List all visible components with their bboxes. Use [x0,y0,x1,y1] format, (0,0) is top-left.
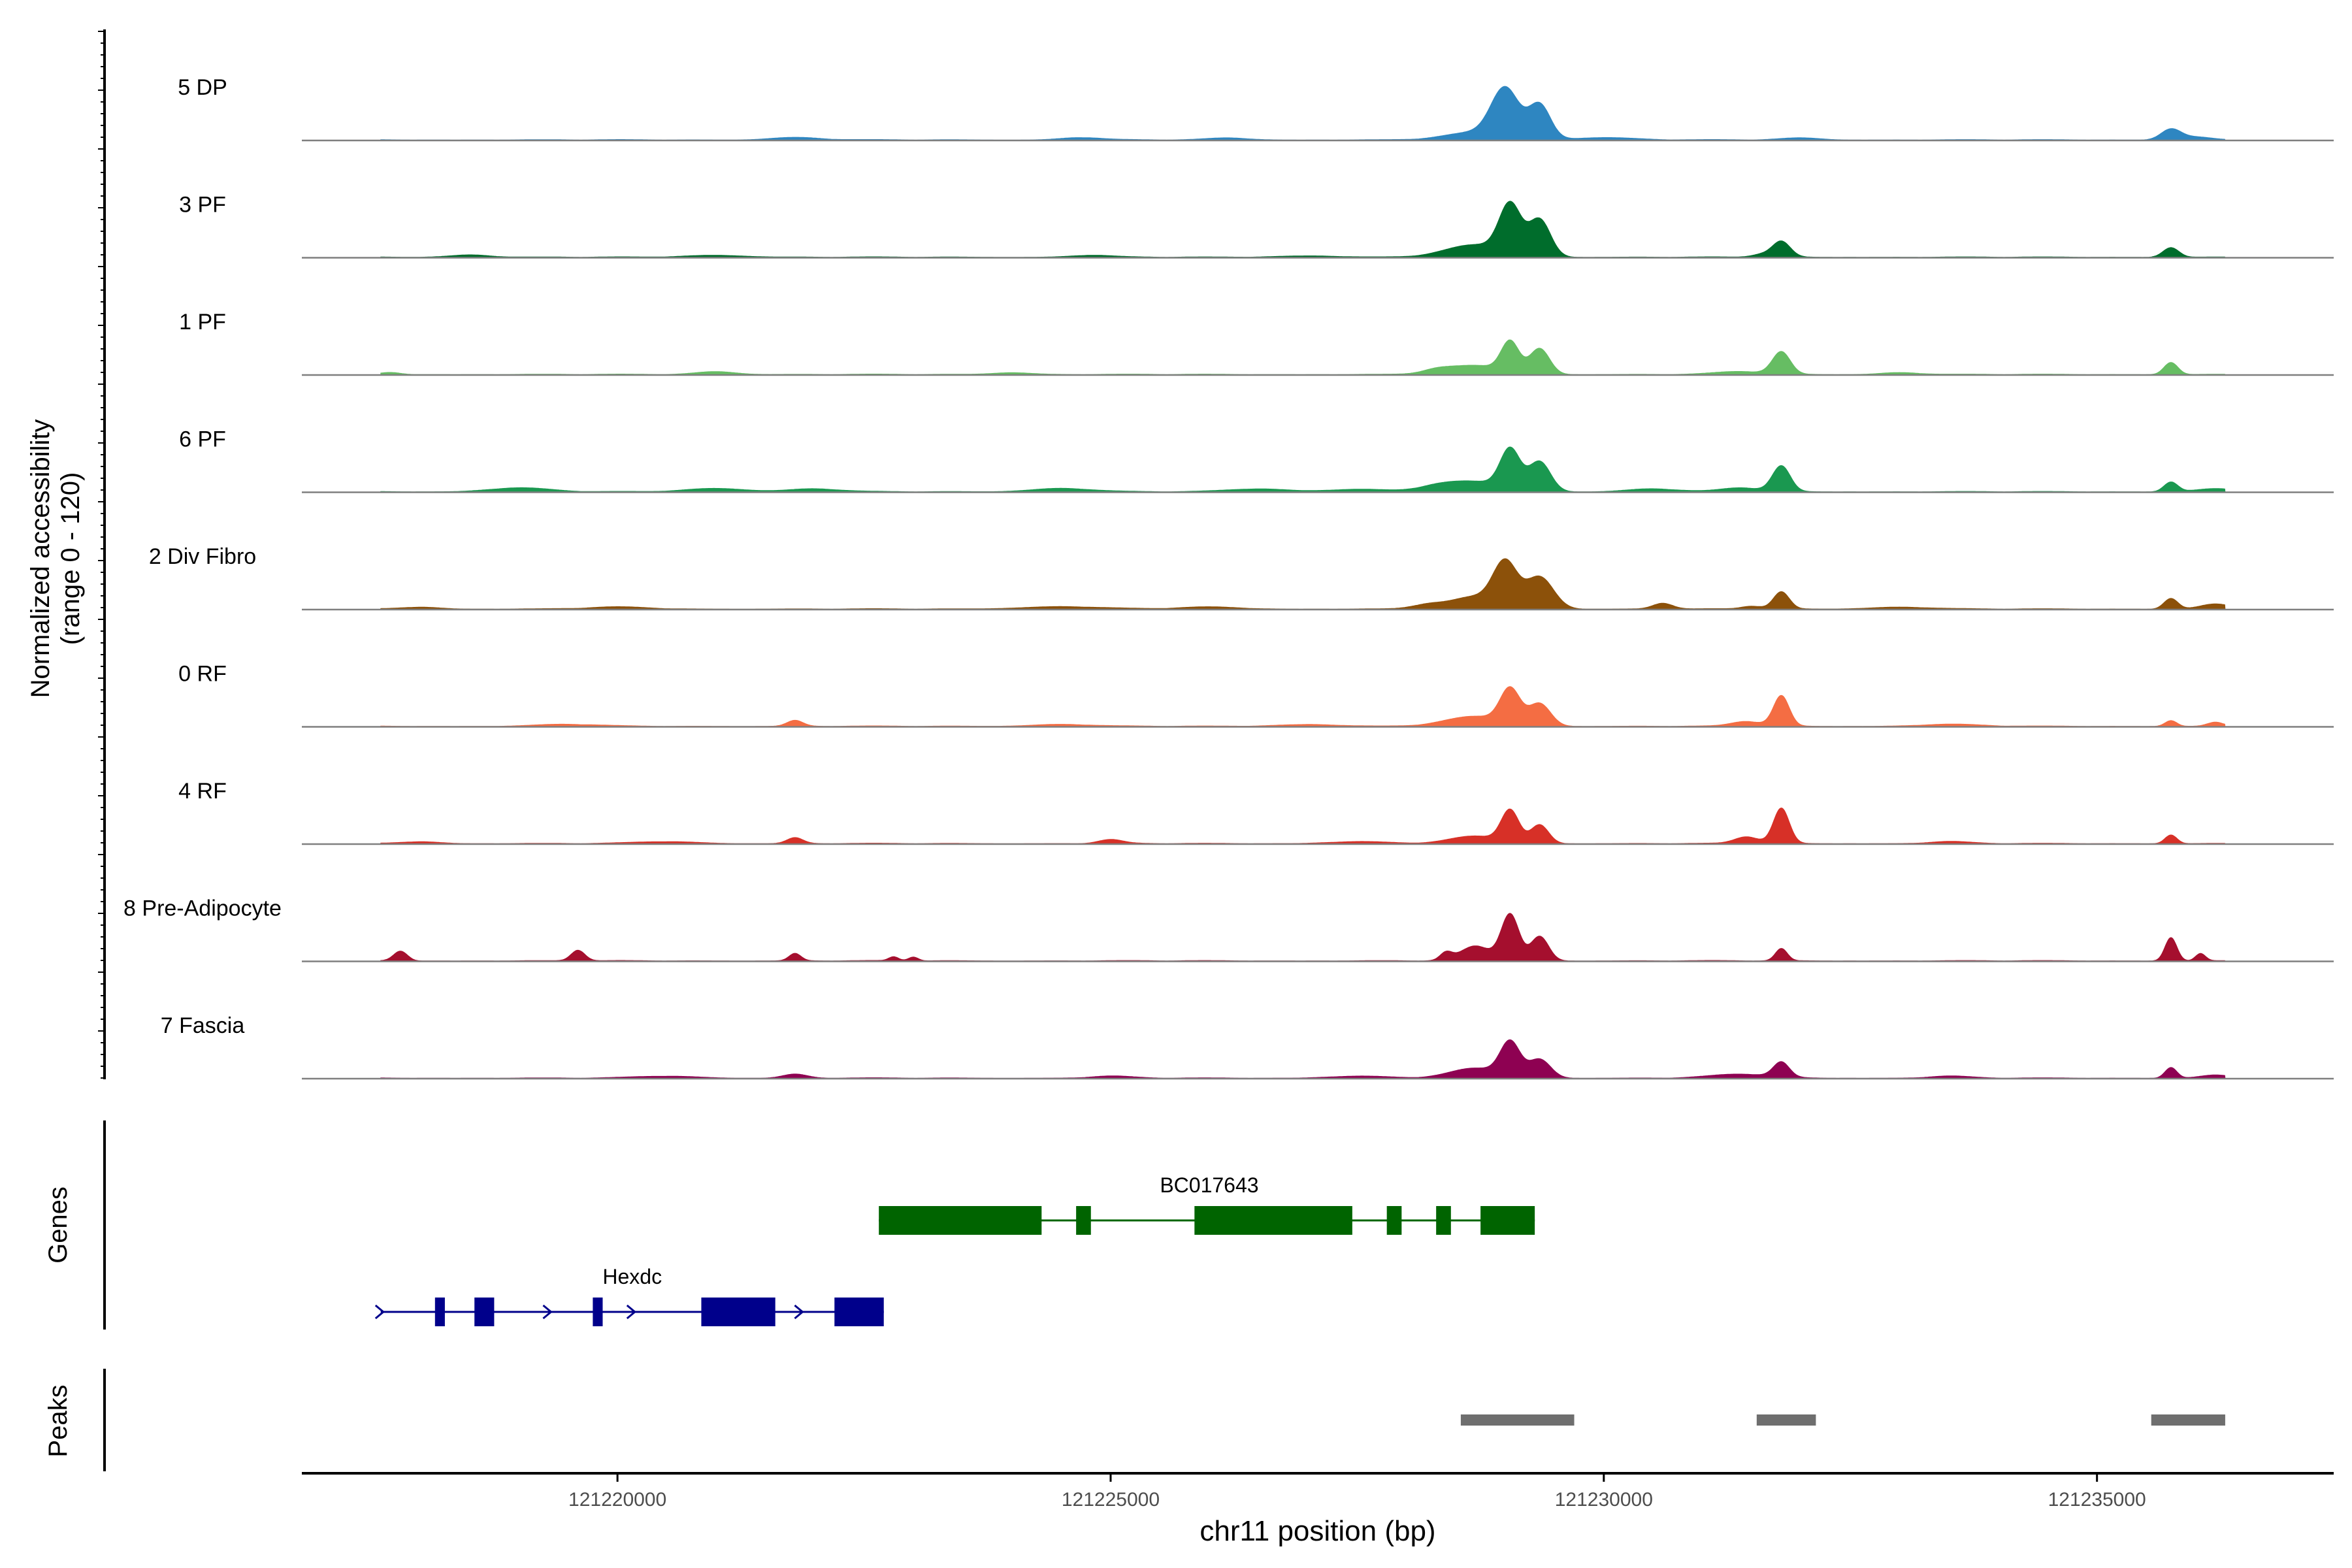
gene-bc017643: BC017643 [879,1173,1535,1235]
gene-exon [474,1298,495,1326]
track-3-pf: 3 PF [179,193,2334,259]
x-tick-label: 121230000 [1555,1489,1653,1511]
x-tick-label: 121235000 [2048,1489,2146,1511]
strand-arrow [626,1304,637,1320]
gene-exon [593,1298,603,1326]
y-axis-subtitle: (range 0 - 120) [56,472,85,645]
gene-label: BC017643 [1160,1173,1258,1197]
x-tick-label: 121225000 [1062,1489,1160,1511]
track-label: 4 RF [178,779,227,804]
x-axis-ticks: 121220000 121225000 121230000 121235000 [568,1473,2146,1511]
track-8-pre-adipocyte: 8 Pre-Adipocyte [123,896,2334,962]
coverage-y-ticks [98,31,105,1079]
peaks-track [1460,1414,2225,1426]
track-6-pf: 6 PF [179,427,2334,493]
y-axis-title-group: Normalized accessibility (range 0 - 120) [26,419,85,698]
track-label: 2 Div Fibro [149,544,256,569]
gene-exon [1194,1206,1352,1235]
track-label: 1 PF [179,310,226,335]
gene-exon [834,1298,884,1326]
x-tick-label: 121220000 [568,1489,666,1511]
gene-label: Hexdc [602,1265,662,1288]
coverage-tracks: 5 DP 3 PF 1 PF 6 PF 2 Div Fibro 0 RF 4 RF 8 Pre… [123,75,2334,1080]
track-1-pf: 1 PF [179,310,2334,376]
x-axis-title: chr11 position (bp) [1200,1515,1435,1547]
track-7-fascia: 7 Fascia [161,1013,2334,1080]
gene-hexdc: Hexdc [374,1265,884,1326]
track-0-rf: 0 RF [178,662,2334,728]
gene-exon [1436,1206,1451,1235]
gene-exon [1076,1206,1091,1235]
peaks-panel-title: Peaks [44,1384,73,1457]
track-label: 0 RF [178,662,227,687]
track-4-rf: 4 RF [178,779,2334,845]
strand-arrow [794,1304,804,1320]
genes-track: BC017643 Hexdc [374,1173,1535,1326]
gene-exon [434,1298,445,1326]
peak-region [2151,1414,2225,1426]
genes-title-group: Genes [44,1186,73,1264]
y-axis-title: Normalized accessibility [26,419,55,698]
track-label: 6 PF [179,427,226,452]
track-label: 3 PF [179,193,226,218]
peaks-title-group: Peaks [44,1384,73,1457]
gene-exon [701,1298,776,1326]
strand-arrow [542,1304,553,1320]
strand-arrow [374,1304,385,1320]
track-label: 8 Pre-Adipocyte [123,896,282,921]
peak-region [1460,1414,1575,1426]
gene-exon [1386,1206,1402,1235]
peak-region [1756,1414,1816,1426]
track-label: 5 DP [178,75,227,100]
track-label: 7 Fascia [161,1013,245,1038]
gene-exon [1480,1206,1535,1235]
track-5-dp: 5 DP [178,75,2334,142]
track-2-div-fibro: 2 Div Fibro [149,544,2334,611]
gene-exon [879,1206,1042,1235]
genes-panel-title: Genes [44,1186,73,1264]
